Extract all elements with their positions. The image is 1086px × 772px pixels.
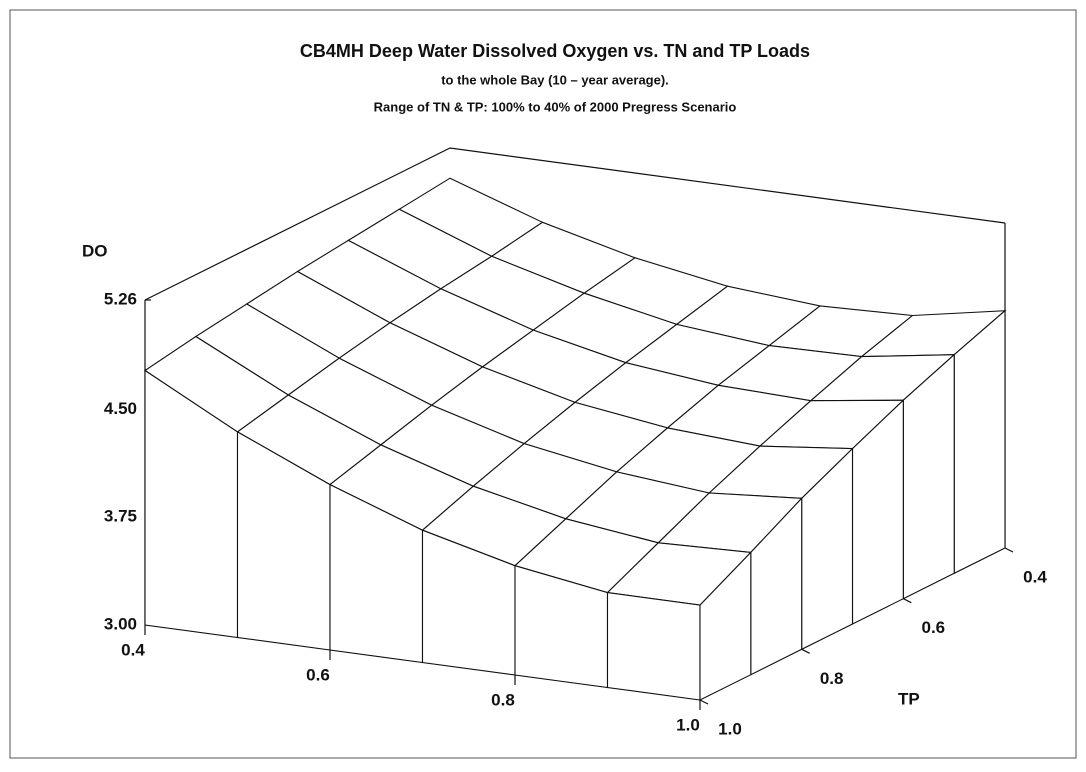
- frame: [9, 9, 1077, 759]
- x-tick-label: 0.4: [121, 640, 145, 659]
- x-tick-label: 0.8: [491, 690, 515, 709]
- z-axis-label: DO: [82, 241, 108, 260]
- chart-subtitle: to the whole Bay (10 – year average).: [441, 72, 669, 87]
- y-tick: [1004, 547, 1014, 553]
- wall-edge: [144, 147, 1006, 301]
- chart-title: CB4MH Deep Water Dissolved Oxygen vs. TN…: [300, 41, 810, 61]
- right-skirt: [953, 309, 1006, 575]
- y-tick: [801, 648, 810, 654]
- front-skirt: [606, 591, 701, 701]
- y-tick-label: 0.6: [922, 618, 946, 637]
- y-axis-label: TP: [898, 689, 920, 708]
- x-tick-label: 1.0: [676, 715, 700, 734]
- z-tick-label: 4.50: [104, 399, 137, 418]
- chart-subtitle: Range of TN & TP: 100% to 40% of 2000 Pr…: [374, 99, 737, 114]
- y-tick-label: 1.0: [718, 719, 742, 738]
- y-tick-label: 0.4: [1023, 567, 1047, 586]
- z-tick-label: 3.00: [104, 614, 137, 633]
- z-tick-label: 5.26: [104, 289, 137, 308]
- y-tick: [699, 699, 709, 705]
- z-tick-label: 3.75: [104, 507, 137, 526]
- y-tick-label: 0.8: [820, 669, 844, 688]
- x-tick-label: 0.6: [306, 665, 330, 684]
- y-tick: [903, 598, 912, 604]
